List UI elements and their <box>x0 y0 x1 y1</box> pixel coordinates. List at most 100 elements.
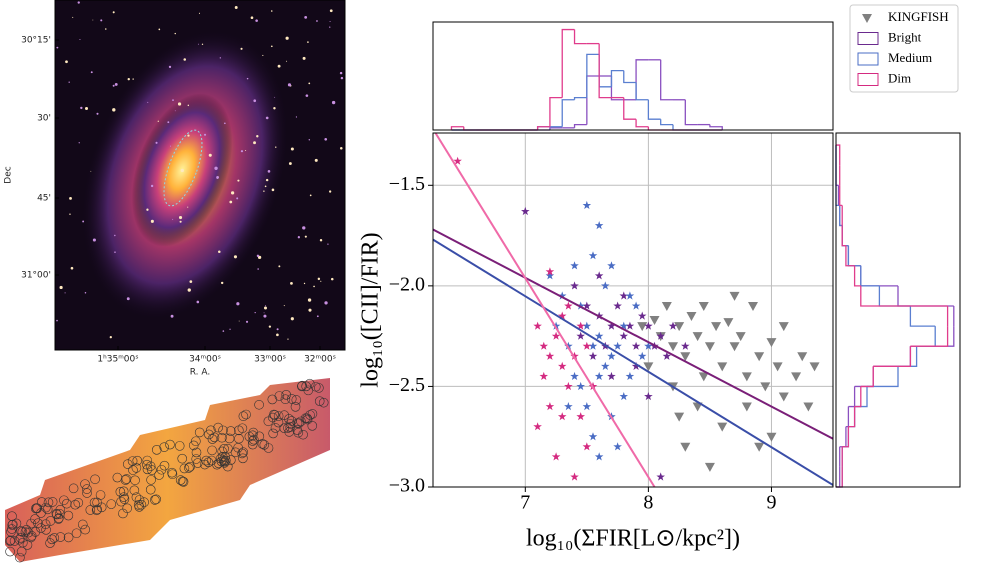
star-dot <box>132 78 134 80</box>
point <box>698 372 709 382</box>
aperture <box>118 486 129 497</box>
point <box>558 291 567 300</box>
star-dot <box>201 43 204 45</box>
hist-step <box>854 386 862 408</box>
star-dot <box>114 251 116 253</box>
star-dot <box>170 314 174 318</box>
point <box>613 442 622 451</box>
point <box>772 362 783 372</box>
point <box>625 291 635 300</box>
hist-step <box>847 245 861 267</box>
star-dot <box>59 285 63 290</box>
aperture <box>89 497 100 508</box>
point <box>588 351 598 360</box>
star-dot <box>268 325 272 328</box>
point <box>668 342 678 352</box>
point <box>778 392 789 402</box>
point <box>637 322 648 332</box>
star-dot <box>290 147 294 151</box>
star-dot <box>324 137 328 141</box>
point <box>644 341 653 350</box>
hist-step <box>623 97 637 120</box>
aperture <box>279 410 290 421</box>
star-dot <box>189 280 193 283</box>
star-dot <box>264 185 267 188</box>
star-dot <box>69 213 71 215</box>
hist-step <box>549 96 563 127</box>
hist-frame <box>432 21 834 131</box>
aperture <box>17 527 28 537</box>
star-dot <box>290 317 294 321</box>
star-dot <box>273 107 276 110</box>
point <box>607 321 616 330</box>
star-dot <box>288 162 292 165</box>
hist-step <box>450 126 464 130</box>
point <box>711 322 722 332</box>
aperture <box>284 427 295 437</box>
y-tick-label: 45' <box>37 194 51 204</box>
aperture <box>47 534 57 545</box>
star-dot <box>308 139 311 141</box>
aperture <box>159 460 170 471</box>
point <box>662 351 672 360</box>
star-dot <box>198 12 201 14</box>
star-dot <box>172 99 174 101</box>
star-dot <box>220 281 224 285</box>
star-dot <box>302 56 306 60</box>
star-dot <box>253 99 257 103</box>
aperture <box>73 497 84 508</box>
star-dot <box>219 57 222 59</box>
point <box>594 331 604 340</box>
legend-label: Dim <box>888 70 911 85</box>
aperture <box>82 488 92 498</box>
star-dot <box>92 238 96 242</box>
star-dot <box>90 170 92 172</box>
aperture <box>191 454 202 464</box>
aperture <box>165 439 175 450</box>
point <box>582 402 592 411</box>
star-dot <box>324 301 328 305</box>
hist-step <box>839 426 847 448</box>
aperture <box>207 434 218 444</box>
aperture <box>154 470 164 480</box>
aperture <box>90 474 100 485</box>
aperture <box>273 411 284 421</box>
aperture <box>213 458 224 469</box>
hist-step <box>898 346 918 367</box>
hist-step <box>635 59 649 100</box>
point <box>613 341 622 350</box>
star-dot <box>180 168 184 173</box>
aperture <box>274 391 285 401</box>
hist-step <box>873 346 912 367</box>
star-dot <box>197 43 199 45</box>
star-dot <box>84 291 87 294</box>
star-dot <box>90 71 93 74</box>
aperture <box>151 494 161 505</box>
star-dot <box>302 226 306 230</box>
aperture <box>115 487 126 497</box>
point <box>570 371 579 380</box>
aperture <box>254 431 265 442</box>
point <box>558 361 567 370</box>
star-dot <box>172 218 174 220</box>
star-dot <box>270 45 273 48</box>
point <box>582 341 592 350</box>
hist-step <box>867 366 899 388</box>
legend-patch <box>857 52 879 66</box>
point <box>588 341 598 350</box>
fit-line <box>433 238 833 486</box>
hist-step <box>635 82 649 101</box>
point <box>594 271 604 280</box>
aperture <box>41 502 51 513</box>
aperture <box>191 447 202 458</box>
point <box>533 321 542 330</box>
star-dot <box>100 19 103 22</box>
point <box>601 281 610 290</box>
aperture <box>21 525 32 535</box>
star-dot <box>203 133 207 136</box>
star-dot <box>328 190 332 193</box>
point <box>576 301 585 310</box>
star-dot <box>245 320 249 323</box>
aperture <box>122 459 133 469</box>
point <box>643 362 654 372</box>
